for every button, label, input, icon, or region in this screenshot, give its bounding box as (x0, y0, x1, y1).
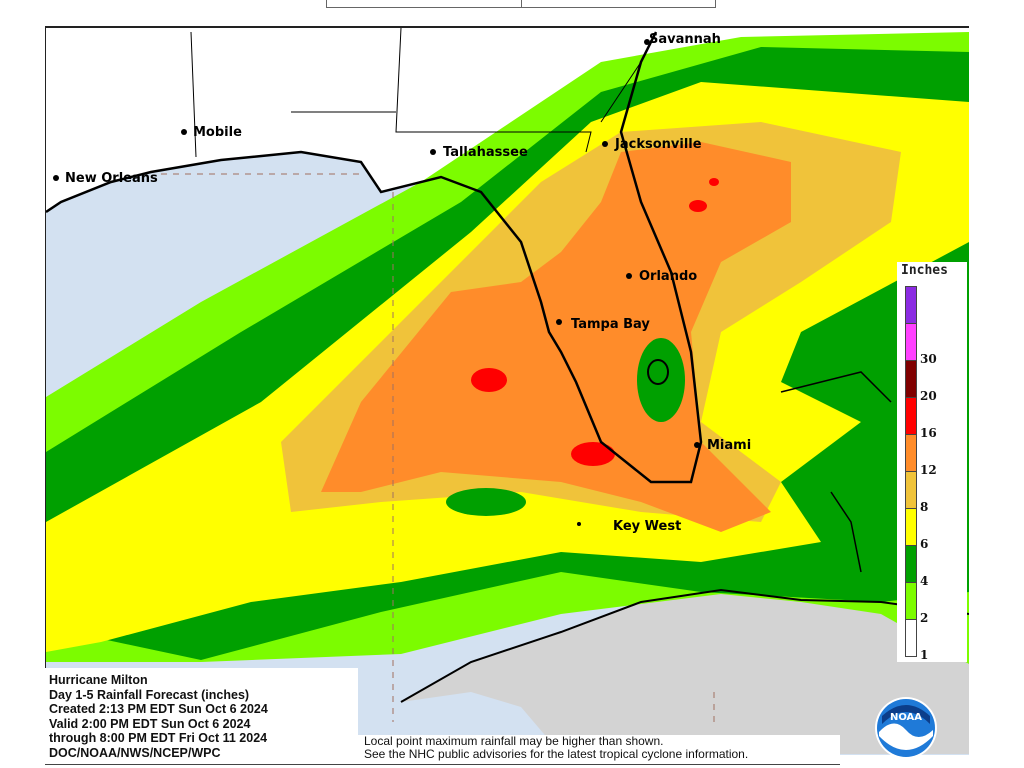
city-label: Tallahassee (443, 145, 528, 160)
valid-start: Valid 2:00 PM EDT Sun Oct 6 2024 (49, 716, 251, 731)
legend-label: 20 (920, 389, 937, 403)
table-cell (327, 0, 522, 7)
legend-swatch (905, 471, 917, 509)
rain-12-16in (689, 200, 707, 212)
city-label: New Orleans (65, 171, 158, 186)
city-label: Key West (613, 519, 681, 534)
cuba-coast (400, 588, 969, 703)
info-box: Hurricane Milton Day 1-5 Rainfall Foreca… (45, 668, 358, 765)
legend-swatch (905, 619, 917, 657)
legend-swatch (905, 582, 917, 620)
top-table-fragment (326, 0, 716, 8)
land-cuba (401, 590, 969, 754)
legend-swatch (905, 397, 917, 435)
legend-swatch (905, 434, 917, 472)
source: DOC/NOAA/NWS/NCEP/WPC (49, 745, 221, 760)
note-line-2: See the NHC public advisories for the la… (364, 747, 749, 761)
city-jacksonville: Jacksonville (602, 137, 702, 152)
legend-swatch (905, 360, 917, 398)
city-label: Orlando (639, 269, 697, 284)
legend-swatch (905, 545, 917, 583)
logo-text: NOAA (890, 712, 922, 723)
created-time: Created 2:13 PM EDT Sun Oct 6 2024 (49, 702, 268, 717)
rain-2-4in-patch (446, 488, 526, 516)
storm-name: Hurricane Milton (49, 673, 148, 687)
rain-8-12in (321, 142, 791, 532)
legend-label: 8 (920, 500, 929, 514)
city-orlando: Orlando (626, 269, 697, 284)
notes-box: Local point maximum rainfall may be high… (358, 735, 840, 765)
city-savannah: Savannah (644, 32, 721, 47)
coastline (46, 31, 703, 484)
city-tallahassee: Tallahassee (430, 145, 528, 160)
rain-12-16in (571, 442, 615, 466)
city-label: Miami (707, 438, 751, 453)
legend: Inches 30 20 16 12 8 6 4 2 1 (897, 262, 967, 662)
bahamas (780, 371, 892, 573)
valid-end: through 8:00 PM EDT Fri Oct 11 2024 (49, 731, 268, 746)
noaa-logo: NOAA (875, 697, 937, 759)
legend-label: 6 (920, 537, 929, 551)
legend-label: 1 (920, 648, 929, 662)
rain-2-4in-okeechobee (637, 338, 685, 422)
legend-label: 4 (920, 574, 929, 588)
legend-label: 12 (920, 463, 937, 477)
lake-okeechobee (647, 359, 669, 385)
rain-12-16in (709, 178, 719, 186)
legend-title: Inches (901, 263, 948, 278)
city-label: Mobile (193, 125, 242, 140)
legend-swatch (905, 286, 917, 324)
product-title: Day 1-5 Rainfall Forecast (inches) (49, 687, 250, 702)
legend-label: 16 (920, 426, 937, 440)
city-new-orleans: New Orleans (53, 171, 158, 186)
city-key-west: Key West (577, 519, 681, 534)
rain-12-16in (471, 368, 507, 392)
state-borders (190, 28, 642, 158)
note-line-1: Local point maximum rainfall may be high… (364, 734, 664, 748)
city-label: Jacksonville (614, 137, 702, 152)
legend-label: 30 (920, 352, 937, 366)
table-cell (522, 0, 716, 7)
city-label: Savannah (649, 32, 721, 47)
legend-label: 2 (920, 611, 929, 625)
city-label: Tampa Bay (571, 317, 650, 332)
city-mobile: Mobile (181, 125, 242, 140)
legend-swatch (905, 508, 917, 546)
city-tampa-bay: Tampa Bay (556, 317, 650, 332)
border-dashed (161, 173, 715, 722)
rainfall-map: Savannah Mobile Tallahassee Jacksonville… (45, 26, 969, 755)
legend-swatch (905, 323, 917, 361)
city-miami: Miami (694, 438, 751, 453)
